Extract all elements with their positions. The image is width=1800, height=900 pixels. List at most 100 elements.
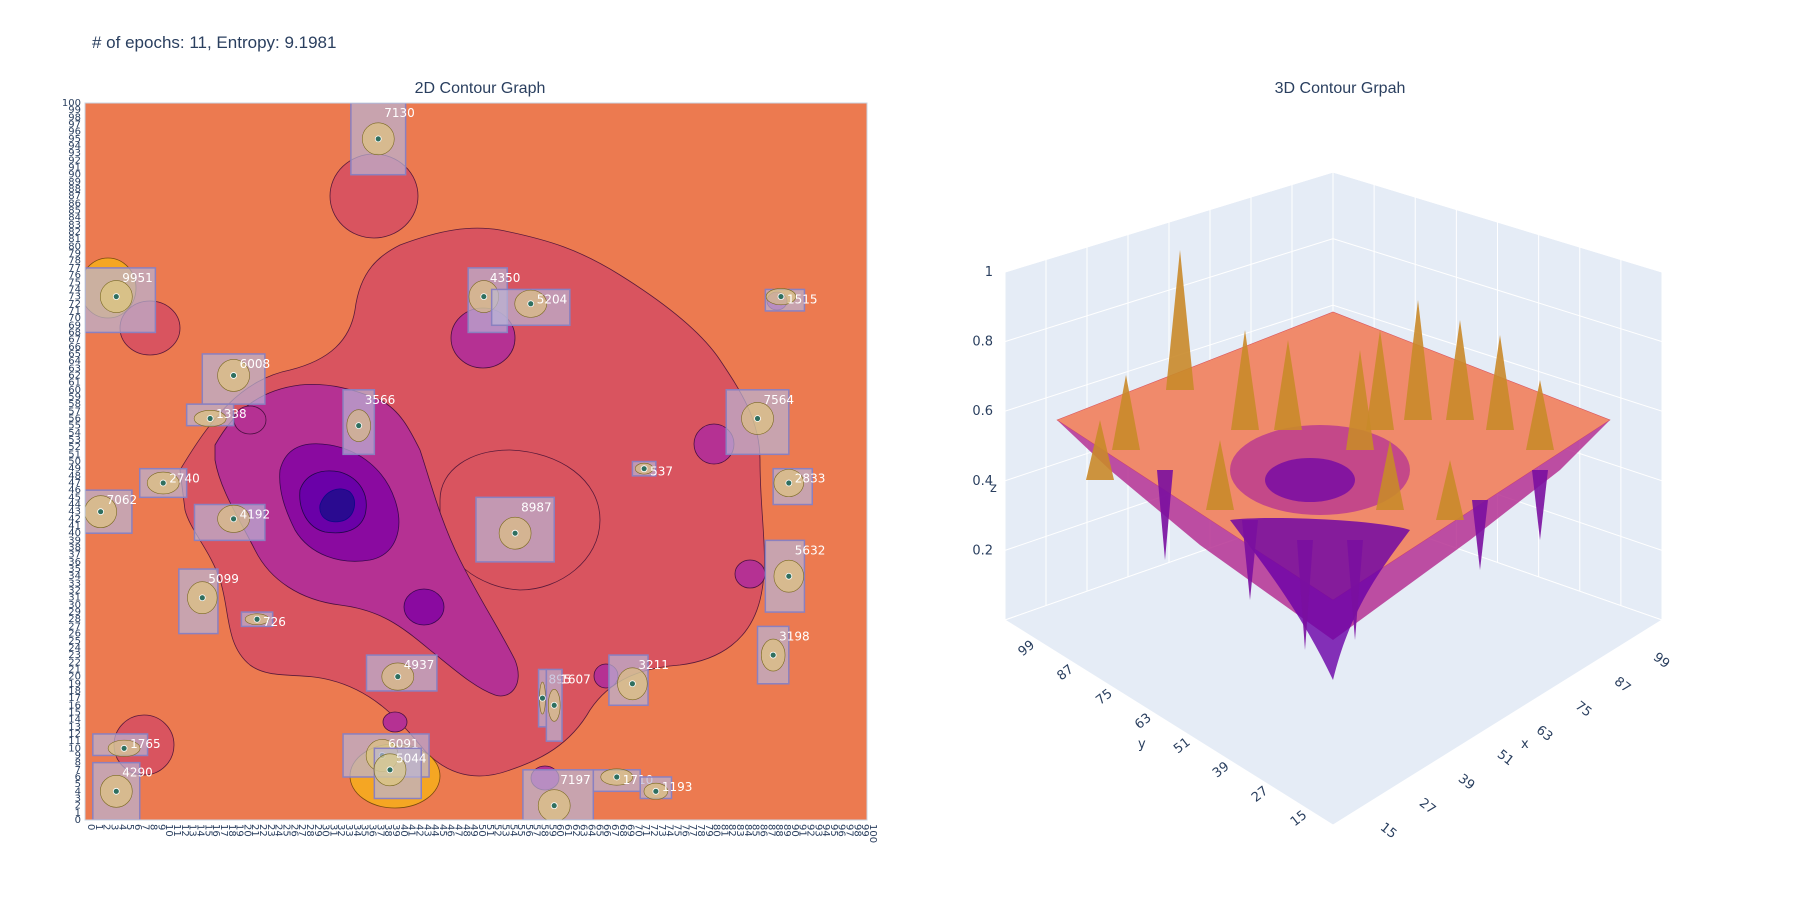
x-tick-label: 25 bbox=[281, 824, 292, 837]
label-box-4937 bbox=[365, 654, 438, 692]
x-tick-label: 83 bbox=[734, 824, 745, 837]
z-tick-label: 1 bbox=[985, 265, 993, 280]
box-label: 8987 bbox=[521, 500, 552, 514]
peak-point[interactable] bbox=[550, 802, 558, 810]
peak-point[interactable] bbox=[198, 594, 206, 602]
peak-point[interactable] bbox=[159, 479, 167, 487]
peak-point[interactable] bbox=[230, 372, 237, 379]
y-tick-label: 28 bbox=[68, 614, 81, 625]
y-tick-label: 69 bbox=[68, 320, 81, 331]
x-tick-label: 96 bbox=[836, 824, 847, 837]
surface-trough bbox=[1242, 520, 1258, 600]
peak-point[interactable] bbox=[355, 422, 363, 430]
peak-point[interactable] bbox=[777, 293, 785, 300]
x-tick-label: 21 bbox=[249, 824, 260, 837]
peak-point[interactable] bbox=[550, 701, 558, 709]
surface-3d-title: 3D Contour Grpah bbox=[1274, 80, 1406, 97]
x-tick-label-3d: 39 bbox=[1455, 771, 1477, 793]
x-tick-label: 3 bbox=[108, 824, 119, 830]
peak-point[interactable] bbox=[629, 680, 636, 688]
y-tick-label: 89 bbox=[68, 177, 81, 188]
peak-point[interactable] bbox=[120, 744, 128, 752]
peak-point[interactable] bbox=[112, 293, 120, 300]
peak-point[interactable] bbox=[640, 465, 648, 473]
peak-point[interactable] bbox=[652, 787, 660, 795]
label-box-6008 bbox=[201, 353, 266, 405]
peak-point[interactable] bbox=[785, 479, 793, 487]
y-tick-label: 3 bbox=[75, 793, 81, 804]
y-tick-label: 74 bbox=[68, 284, 81, 295]
x-tick-label: 65 bbox=[593, 824, 604, 837]
x-tick-label: 14 bbox=[194, 824, 205, 837]
y-tick-label: 37 bbox=[68, 550, 81, 561]
y-tick-label: 90 bbox=[68, 170, 81, 181]
peak-point[interactable] bbox=[769, 651, 777, 659]
x-tick-label: 100 bbox=[867, 824, 878, 843]
peak-point[interactable] bbox=[374, 135, 382, 143]
box-label: 7197 bbox=[560, 773, 591, 787]
z-axis-label: z bbox=[990, 481, 997, 496]
peak-point[interactable] bbox=[511, 529, 519, 537]
y-tick-label: 48 bbox=[68, 471, 81, 482]
surface-peak bbox=[1436, 460, 1464, 520]
box-label: 5204 bbox=[537, 292, 568, 306]
x-tick-label: 53 bbox=[499, 824, 510, 837]
y-tick-label: 31 bbox=[68, 593, 81, 604]
y-tick-label: 75 bbox=[68, 277, 81, 288]
peak-point[interactable] bbox=[253, 615, 261, 623]
y-tick-label: 22 bbox=[68, 657, 81, 668]
y-tick-label: 44 bbox=[68, 500, 81, 511]
y-tick-label: 85 bbox=[68, 206, 81, 217]
x-tick-label: 16 bbox=[210, 824, 221, 837]
x-tick-label: 20 bbox=[241, 824, 252, 837]
box-label: 6091 bbox=[388, 737, 419, 751]
box-label: 1607 bbox=[560, 672, 591, 686]
y-tick-label-3d: 27 bbox=[1249, 784, 1271, 806]
label-box-9951 bbox=[85, 267, 157, 334]
y-tick-label-3d: 63 bbox=[1132, 711, 1154, 733]
x-tick-label: 88 bbox=[773, 824, 784, 837]
z-tick-label: 0.6 bbox=[972, 404, 993, 419]
x-tick-label: 80 bbox=[711, 824, 722, 837]
peak-point[interactable] bbox=[97, 508, 105, 516]
x-tick-label: 84 bbox=[742, 824, 753, 837]
label-box-5044 bbox=[373, 747, 423, 800]
y-tick-label: 32 bbox=[68, 586, 81, 597]
peak-point[interactable] bbox=[112, 787, 120, 795]
label-box-5632 bbox=[764, 539, 806, 613]
y-tick-label: 84 bbox=[68, 213, 81, 224]
x-tick-label: 10 bbox=[163, 824, 174, 837]
y-tick-label-3d: 51 bbox=[1171, 735, 1193, 757]
x-tick-label: 12 bbox=[179, 824, 190, 837]
x-tick-label: 44 bbox=[429, 824, 440, 837]
box-label: 2740 bbox=[169, 472, 200, 486]
peak-point[interactable] bbox=[785, 572, 793, 580]
y-tick-label: 2 bbox=[75, 801, 81, 812]
y-tick-label-3d: 75 bbox=[1093, 686, 1115, 708]
peak-point[interactable] bbox=[394, 673, 402, 680]
x-tick-label: 56 bbox=[523, 824, 534, 837]
peak-point[interactable] bbox=[480, 293, 488, 300]
y-tick-label: 15 bbox=[68, 707, 81, 718]
peak-point[interactable] bbox=[613, 773, 621, 781]
peak-point[interactable] bbox=[386, 766, 394, 774]
y-tick-label: 55 bbox=[68, 421, 81, 432]
z-tick-label: 0.8 bbox=[972, 335, 993, 350]
x-tick-label: 90 bbox=[789, 824, 800, 837]
box-label: 2833 bbox=[795, 472, 826, 486]
label-box-7062 bbox=[85, 489, 133, 534]
y-tick-label: 50 bbox=[68, 457, 81, 468]
peak-point[interactable] bbox=[527, 300, 535, 308]
x-tick-label-3d: 51 bbox=[1494, 747, 1516, 769]
z-tick-label: 0.4 bbox=[972, 474, 993, 489]
peak-point[interactable] bbox=[230, 515, 237, 523]
surface-peak bbox=[1166, 250, 1194, 390]
peak-point[interactable] bbox=[754, 415, 761, 422]
x-tick-label: 38 bbox=[382, 824, 393, 837]
x-tick-label: 72 bbox=[648, 824, 659, 837]
peak-point[interactable] bbox=[539, 694, 546, 702]
x-tick-label: 95 bbox=[828, 824, 839, 837]
peak-point[interactable] bbox=[206, 415, 214, 422]
x-tick-label: 22 bbox=[257, 824, 268, 837]
